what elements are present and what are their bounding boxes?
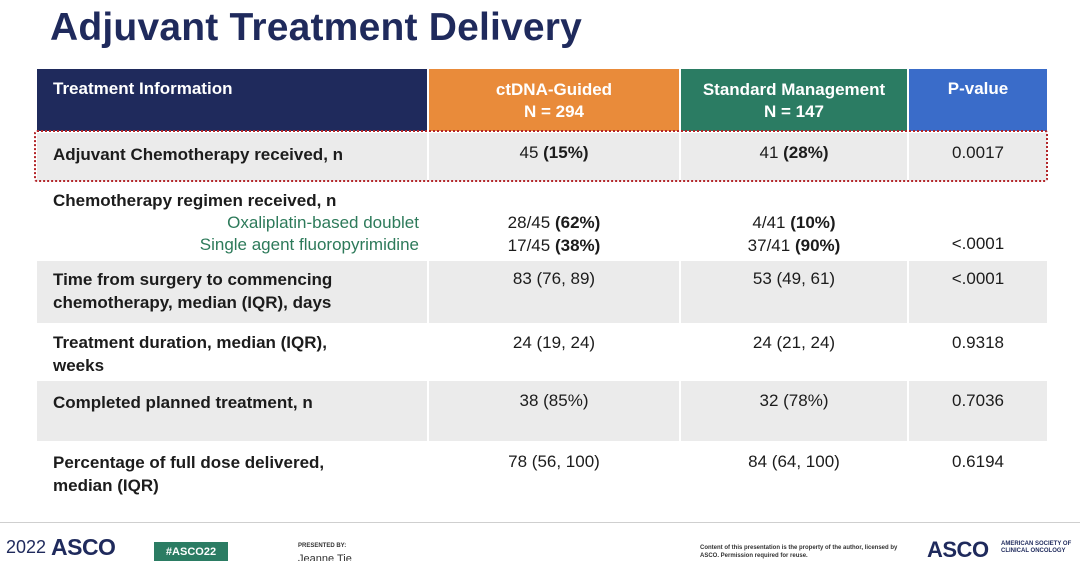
standard-value: 32 (78%) <box>681 381 907 441</box>
row-label-line: weeks <box>53 356 105 375</box>
ctdna-count: 45 <box>519 143 539 162</box>
row-sublabel-oxaliplatin: Oxaliplatin-based doublet <box>227 213 419 232</box>
standard-count: 41 <box>759 143 779 162</box>
row-label-line: Treatment duration, median (IQR), <box>53 333 327 352</box>
row-label-text: Chemotherapy regimen received, n <box>53 191 337 210</box>
ctdna-percent: (15%) <box>543 143 589 162</box>
slide-title: Adjuvant Treatment Delivery <box>50 6 583 49</box>
hashtag-badge: #ASCO22 <box>154 542 228 561</box>
standard-percent: (10%) <box>790 213 836 232</box>
ctdna-value: 45 (15%) <box>429 133 679 181</box>
row-label: Treatment duration, median (IQR), weeks <box>37 325 427 381</box>
table-row: Adjuvant Chemotherapy received, n 45 (15… <box>37 133 1047 181</box>
asco-society-name: AMERICAN SOCIETY OF CLINICAL ONCOLOGY <box>1001 541 1072 554</box>
slide-footer: 2022 ASCO #ASCO22 PRESENTED BY: Jeanne T… <box>0 522 1080 561</box>
asco-logo: ASCO <box>927 537 989 561</box>
presented-by-label: PRESENTED BY: <box>298 543 347 549</box>
row-label-line: Time from surgery to commencing <box>53 270 333 289</box>
row-label: Time from surgery to commencing chemothe… <box>37 261 427 323</box>
table-row: Completed planned treatment, n 38 (85%) … <box>37 381 1047 441</box>
asco-annual-meeting-logo: ASCO <box>51 534 116 560</box>
header-standard-management: Standard Management N = 147 <box>681 69 907 131</box>
ctdna-value: 78 (56, 100) <box>508 452 600 471</box>
standard-value: 53 (49, 61) <box>681 261 907 323</box>
standard-count: 4/41 <box>752 213 786 232</box>
p-value: <.0001 <box>909 261 1047 323</box>
standard-percent: (28%) <box>783 143 829 162</box>
header-p-value-label: P-value <box>947 79 1009 98</box>
p-value: 0.0017 <box>909 133 1047 181</box>
header-treatment-information: Treatment Information <box>37 69 427 131</box>
row-label: Chemotherapy regimen received, n Oxalipl… <box>37 183 427 261</box>
row-label-text: Adjuvant Chemotherapy received, n <box>53 145 344 164</box>
copyright-notice: Content of this presentation is the prop… <box>700 545 898 559</box>
row-label-line: chemotherapy, median (IQR), days <box>53 293 332 312</box>
ctdna-value: 24 (19, 24) <box>512 333 596 352</box>
standard-percent: (90%) <box>794 236 841 255</box>
header-standard-n: N = 147 <box>763 102 824 121</box>
header-ctdna-n: N = 294 <box>523 102 584 121</box>
standard-value: 24 (21, 24) <box>752 333 836 352</box>
header-ctdna-title: ctDNA-Guided <box>495 80 613 99</box>
row-label-text: Completed planned treatment, n <box>53 393 313 412</box>
ctdna-value: 28/45 (62%) 17/45 (38%) <box>429 183 679 261</box>
ctdna-percent: (62%) <box>554 213 601 232</box>
row-label-line: median (IQR) <box>53 476 159 495</box>
header-info-label: Treatment Information <box>53 79 233 98</box>
standard-value: 4/41 (10%) 37/41 (90%) <box>681 183 907 261</box>
presenter-name: Jeanne Tie <box>298 553 352 561</box>
ctdna-count: 28/45 <box>507 213 551 232</box>
ctdna-value: 38 (85%) <box>429 381 679 441</box>
table-row: Percentage of full dose delivered, media… <box>37 443 1047 503</box>
table-row: Chemotherapy regimen received, n Oxalipl… <box>37 183 1047 261</box>
p-value: <.0001 <box>951 234 1005 253</box>
row-sublabel-fluoropyrimidine: Single agent fluoropyrimidine <box>199 235 419 254</box>
ctdna-count: 17/45 <box>507 236 551 255</box>
table-row: Treatment duration, median (IQR), weeks … <box>37 325 1047 381</box>
p-value: 0.9318 <box>952 333 1004 352</box>
header-ctdna-guided: ctDNA-Guided N = 294 <box>429 69 679 131</box>
p-value: 0.6194 <box>952 452 1004 471</box>
header-standard-title: Standard Management <box>702 80 886 99</box>
footer-year: 2022 <box>6 537 47 557</box>
standard-value: 84 (64, 100) <box>748 452 840 471</box>
ctdna-value: 83 (76, 89) <box>429 261 679 323</box>
standard-value: 41 (28%) <box>681 133 907 181</box>
row-label-line: Percentage of full dose delivered, <box>53 453 325 472</box>
row-label: Percentage of full dose delivered, media… <box>37 443 427 503</box>
p-value: 0.7036 <box>909 381 1047 441</box>
row-label: Adjuvant Chemotherapy received, n <box>37 133 427 181</box>
ctdna-percent: (38%) <box>554 236 601 255</box>
table-row: Time from surgery to commencing chemothe… <box>37 261 1047 323</box>
header-p-value: P-value <box>909 69 1047 131</box>
row-label: Completed planned treatment, n <box>37 381 427 441</box>
standard-count: 37/41 <box>747 236 791 255</box>
